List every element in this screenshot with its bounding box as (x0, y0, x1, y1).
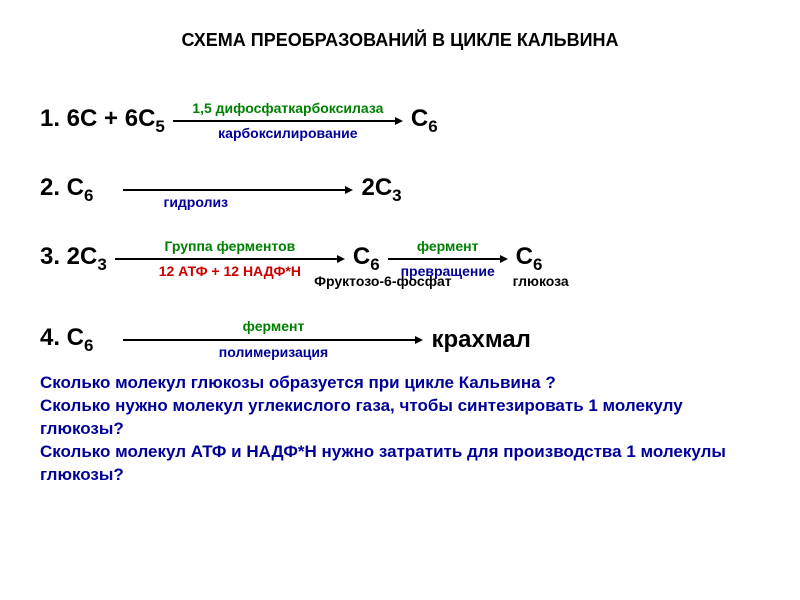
reagent-sub: 6 (84, 186, 93, 205)
reagent-text: С (516, 243, 533, 270)
arrow-label-top: фермент (417, 239, 479, 254)
arrow-label-bottom: карбоксилирование (218, 126, 357, 141)
reagent-sub: 5 (155, 117, 164, 136)
reagent-right: С6 (411, 105, 438, 137)
reagent-text: 4. С (40, 324, 84, 351)
reagent-left: 4. С6 (40, 324, 93, 356)
reaction-3: 3. 2С3 Группа ферментов 12 АТФ + 12 НАДФ… (40, 239, 760, 280)
page-title: СХЕМА ПРЕОБРАЗОВАНИЙ В ЦИКЛЕ КАЛЬВИНА (40, 30, 760, 51)
arrow-block: 1,5 дифосфаткарбоксилаза карбоксилирован… (173, 101, 403, 142)
arrow-label-top (237, 170, 241, 185)
reagent-text: С (353, 243, 370, 270)
reagent-text: 1. 6С + 6С (40, 105, 155, 132)
arrow-icon (123, 185, 353, 195)
reagent-left: 2. С6 (40, 174, 93, 206)
reagent-text: 3. 2С (40, 243, 97, 270)
reagent-sub: 3 (392, 186, 401, 205)
reagent-text: 2. С (40, 174, 84, 201)
question-1: Сколько молекул глюкозы образуется при ц… (40, 372, 760, 395)
product-label: Фруктозо-6-фосфат (293, 273, 473, 289)
reagent-left: 3. 2С3 (40, 243, 107, 275)
reagent-left: 1. 6С + 6С5 (40, 105, 165, 137)
reagent-right: крахмал (431, 326, 530, 354)
question-3: Сколько молекул АТФ и НАДФ*Н нужно затра… (40, 441, 760, 487)
arrow-block: фермент полимеризация (123, 319, 423, 360)
arrow-label-bottom: 12 АТФ + 12 НАДФ*Н (159, 264, 301, 279)
reagent-mid: С6 Фруктозо-6-фосфат (353, 243, 380, 275)
reaction-1: 1. 6С + 6С5 1,5 дифосфаткарбоксилаза кар… (40, 101, 760, 142)
reagent-sub: 6 (84, 336, 93, 355)
reagent-right: С6 глюкоза (516, 243, 543, 275)
arrow-label-top: 1,5 дифосфаткарбоксилаза (192, 101, 383, 116)
product-label: глюкоза (501, 273, 581, 289)
arrow-label-bottom: гидролиз (163, 195, 228, 210)
reagent-text: 2С (361, 174, 392, 201)
reagent-right: 2С3 (361, 174, 401, 206)
arrow-label-top: Группа ферментов (164, 239, 295, 254)
reaction-4: 4. С6 фермент полимеризация крахмал (40, 319, 760, 360)
reagent-sub: 6 (533, 255, 542, 274)
reagent-sub: 3 (97, 255, 106, 274)
arrow-label-top: фермент (243, 319, 305, 334)
reagent-text: С (411, 105, 428, 132)
reagent-sub: 6 (370, 255, 379, 274)
arrow-label-bottom: полимеризация (219, 345, 328, 360)
question-2: Сколько нужно молекул углекислого газа, … (40, 395, 760, 441)
arrow-block: гидролиз (123, 170, 353, 211)
reagent-sub: 6 (428, 117, 437, 136)
reaction-2: 2. С6 гидролиз 2С3 (40, 170, 760, 211)
questions-block: Сколько молекул глюкозы образуется при ц… (40, 372, 760, 487)
